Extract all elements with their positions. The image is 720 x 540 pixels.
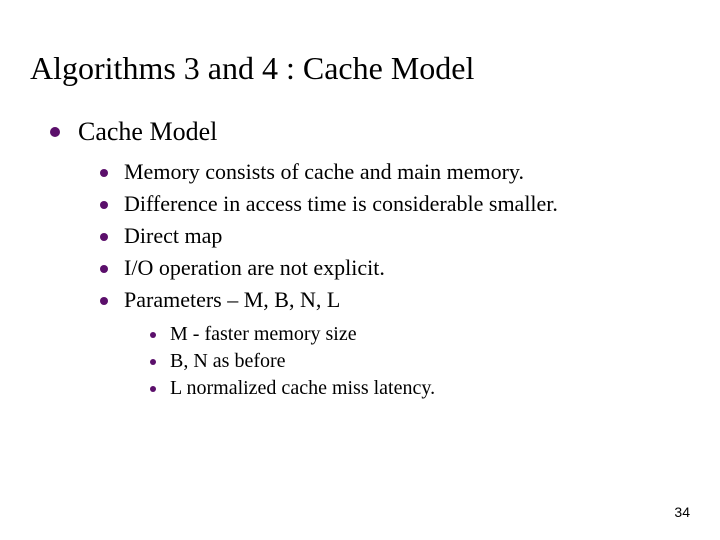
- bullet-level3: M - faster memory size: [150, 323, 690, 346]
- bullet-dot-icon: [100, 265, 108, 273]
- bullet-level3: L normalized cache miss latency.: [150, 377, 690, 400]
- bullet-text: B, N as before: [170, 350, 286, 373]
- bullet-dot-icon: [150, 359, 156, 365]
- bullet-level2: I/O operation are not explicit.: [100, 255, 690, 281]
- bullet-text: I/O operation are not explicit.: [124, 255, 385, 281]
- bullet-level2: Difference in access time is considerabl…: [100, 191, 690, 217]
- level2-group: Memory consists of cache and main memory…: [30, 159, 690, 313]
- bullet-level1: Cache Model: [50, 117, 690, 147]
- bullet-dot-icon: [50, 127, 60, 137]
- bullet-level2: Direct map: [100, 223, 690, 249]
- bullet-level3: B, N as before: [150, 350, 690, 373]
- bullet-dot-icon: [100, 233, 108, 241]
- page-number: 34: [674, 504, 690, 520]
- bullet-text: Memory consists of cache and main memory…: [124, 159, 524, 185]
- bullet-text: L normalized cache miss latency.: [170, 377, 435, 400]
- bullet-text: M - faster memory size: [170, 323, 357, 346]
- bullet-text: Direct map: [124, 223, 222, 249]
- bullet-dot-icon: [150, 386, 156, 392]
- bullet-level2: Parameters – M, B, N, L: [100, 287, 690, 313]
- bullet-dot-icon: [100, 169, 108, 177]
- level3-group: M - faster memory size B, N as before L …: [30, 323, 690, 400]
- bullet-dot-icon: [150, 332, 156, 338]
- bullet-text: Difference in access time is considerabl…: [124, 191, 558, 217]
- bullet-dot-icon: [100, 297, 108, 305]
- bullet-text: Parameters – M, B, N, L: [124, 287, 340, 313]
- bullet-dot-icon: [100, 201, 108, 209]
- slide-title: Algorithms 3 and 4 : Cache Model: [30, 50, 690, 87]
- heading-text: Cache Model: [78, 117, 217, 147]
- bullet-level2: Memory consists of cache and main memory…: [100, 159, 690, 185]
